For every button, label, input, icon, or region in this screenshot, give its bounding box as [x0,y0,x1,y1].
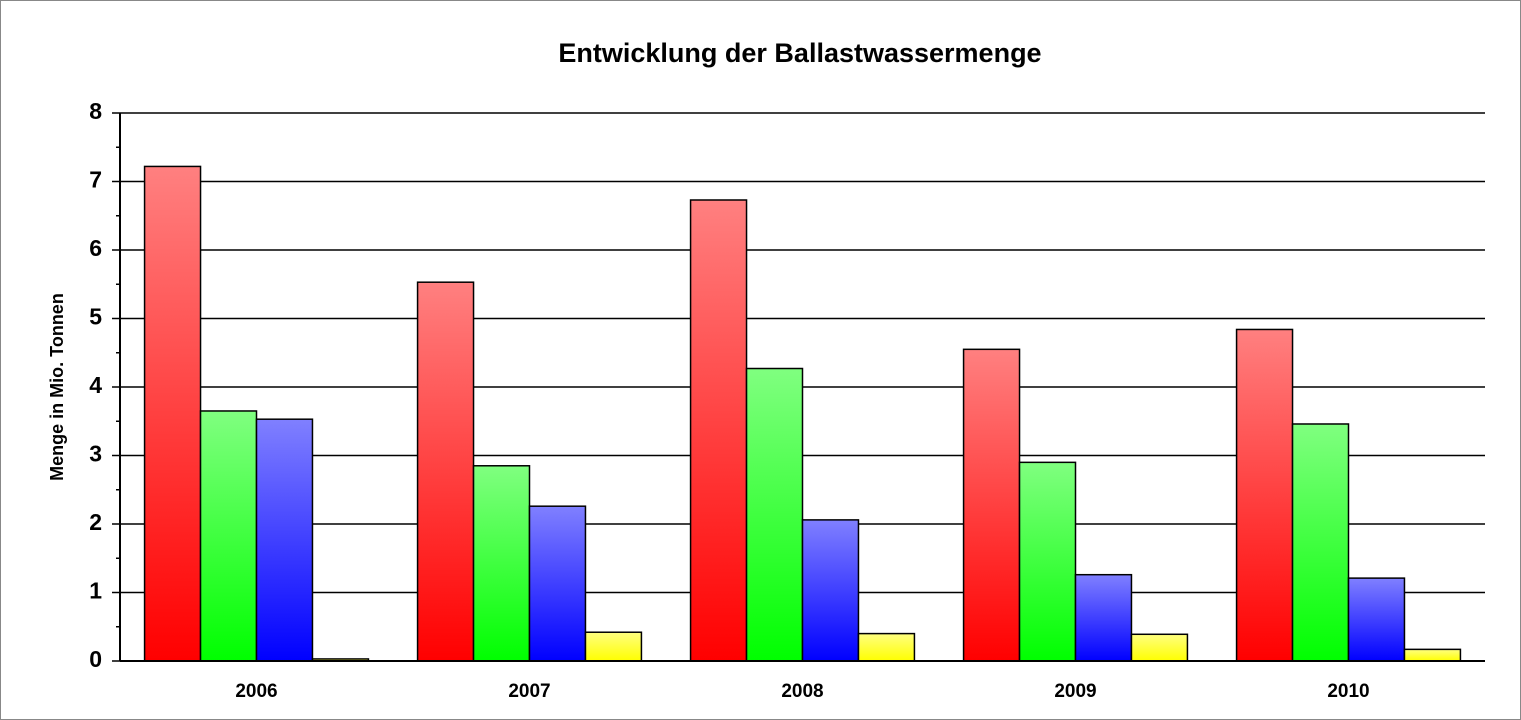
bar [1074,573,1133,662]
y-tick-label: 4 [89,372,102,398]
bar [416,281,475,662]
chart-title: Entwicklung der Ballastwassermenge [558,38,1041,68]
x-tick-label: 2006 [235,681,277,702]
bar [143,165,202,662]
y-tick-label: 5 [89,304,102,330]
bar [199,410,258,662]
y-tick-label: 0 [89,646,102,672]
y-tick-label: 2 [89,509,102,535]
bar [745,367,804,662]
x-tick-label: 2010 [1327,681,1369,702]
bar [1130,633,1189,662]
x-tick-label: 2008 [781,681,823,702]
bar [528,505,587,662]
x-tick-label: 2009 [1054,681,1096,702]
bar [689,199,748,662]
x-tick-label: 2007 [508,681,550,702]
bar [584,631,643,662]
y-tick-label: 7 [89,167,102,193]
bar [255,418,314,662]
y-tick-label: 8 [89,98,102,124]
y-tick-label: 6 [89,235,102,261]
y-axis-label: Menge in Mio. Tonnen [47,293,67,481]
bar [1347,577,1406,662]
bar [962,348,1021,662]
bar [1291,423,1350,662]
y-tick-label: 3 [89,441,102,467]
bar [1018,461,1077,662]
bar [1403,648,1462,662]
bar [857,632,916,662]
bar [801,519,860,662]
y-tick-label: 1 [89,578,102,604]
bar [1235,328,1294,662]
bar [472,465,531,662]
